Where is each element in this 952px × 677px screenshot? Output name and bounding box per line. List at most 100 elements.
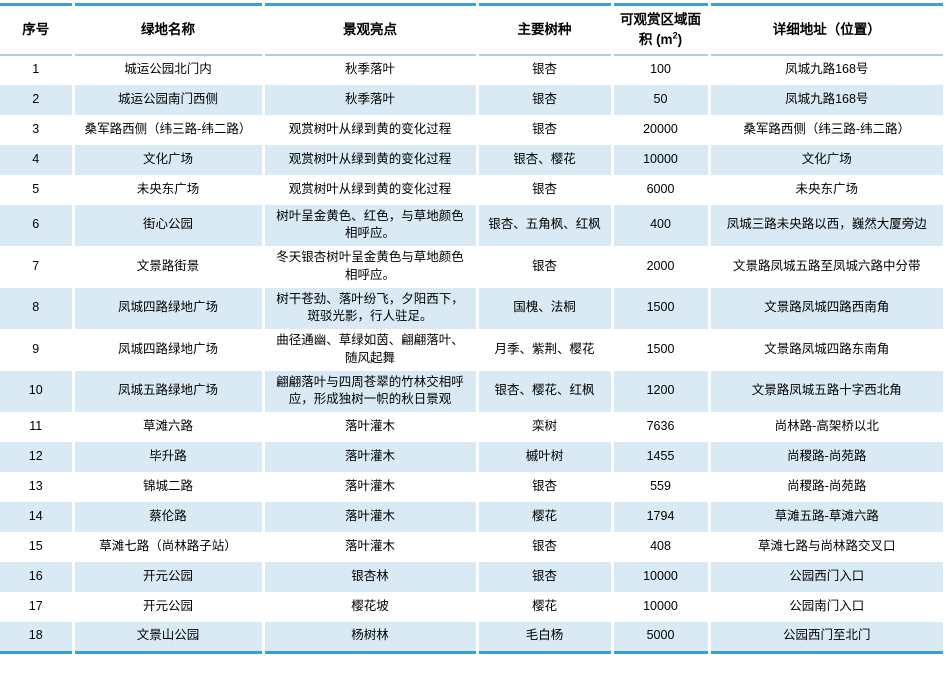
cell-viewable-area: 10000 xyxy=(610,144,709,175)
table-row: 7 文景路街景 冬天银杏树叶呈金黄色与草地颜色相呼应。 银杏 2000 文景路凤… xyxy=(0,246,943,288)
table-row: 12 毕升路 落叶灌木 槭叶树 1455 尚稷路-尚苑路 xyxy=(0,442,943,472)
cell-viewable-area: 1500 xyxy=(610,287,709,329)
cell-landscape-highlight: 落叶灌木 xyxy=(261,502,477,532)
cell-landscape-highlight: 落叶灌木 xyxy=(261,442,477,472)
cell-viewable-area: 408 xyxy=(610,532,709,562)
cell-detailed-address: 凤城三路未央路以西，巍然大厦旁边 xyxy=(707,204,943,246)
cell-landscape-highlight: 秋季落叶 xyxy=(261,84,477,115)
cell-detailed-address: 文景路凤城五路十字西北角 xyxy=(707,370,943,412)
table-row: 9 凤城四路绿地广场 曲径通幽、草绿如茵、翩翩落叶、随风起舞 月季、紫荆、樱花 … xyxy=(0,329,943,371)
cell-green-space-name: 文化广场 xyxy=(71,144,263,175)
area-unit-suffix: ) xyxy=(677,31,683,47)
cell-landscape-highlight: 落叶灌木 xyxy=(261,532,477,562)
cell-green-space-name: 开元公园 xyxy=(71,592,263,622)
cell-index: 15 xyxy=(28,539,43,554)
cell-index: 4 xyxy=(32,151,40,166)
cell-green-space-name: 桑军路西侧（纬三路-纬二路） xyxy=(71,114,263,145)
cell-main-species: 银杏 xyxy=(475,562,612,592)
table-row: 17 开元公园 樱花坡 樱花 10000 公园南门入口 xyxy=(0,592,943,622)
cell-main-species: 樱花 xyxy=(475,592,612,622)
cell-landscape-highlight: 观赏树叶从绿到黄的变化过程 xyxy=(261,144,477,175)
cell-landscape-highlight: 树干苍劲、落叶纷飞，夕阳西下，斑驳光影，行人驻足。 xyxy=(261,287,477,329)
table-row: 3 桑军路西侧（纬三路-纬二路） 观赏树叶从绿到黄的变化过程 银杏 20000 … xyxy=(0,114,943,145)
column-header-index: 序号 xyxy=(0,4,73,56)
table-row: 5 未央东广场 观赏树叶从绿到黄的变化过程 银杏 6000 未央东广场 xyxy=(0,174,943,205)
cell-green-space-name: 开元公园 xyxy=(71,562,263,592)
column-header-detailed-address: 详细地址（位置） xyxy=(707,4,943,56)
cell-index: 11 xyxy=(29,419,43,434)
cell-detailed-address: 尚稷路-尚苑路 xyxy=(707,472,943,502)
cell-viewable-area: 10000 xyxy=(610,562,709,592)
cell-green-space-name: 文景路街景 xyxy=(71,246,263,288)
cell-landscape-highlight: 杨树林 xyxy=(261,622,477,652)
cell-green-space-name: 城运公园北门内 xyxy=(71,54,263,85)
cell-viewable-area: 50 xyxy=(610,84,709,115)
cell-green-space-name: 凤城四路绿地广场 xyxy=(71,287,263,329)
cell-landscape-highlight: 曲径通幽、草绿如茵、翩翩落叶、随风起舞 xyxy=(261,329,477,371)
table-row: 14 蔡伦路 落叶灌木 樱花 1794 草滩五路-草滩六路 xyxy=(0,502,943,532)
cell-main-species: 银杏 xyxy=(475,174,612,205)
cell-detailed-address: 文景路凤城四路东南角 xyxy=(707,329,943,371)
cell-index: 1 xyxy=(32,62,40,77)
cell-detailed-address: 文景路凤城五路至凤城六路中分带 xyxy=(707,246,943,288)
cell-viewable-area: 7636 xyxy=(610,412,709,442)
cell-green-space-name: 城运公园南门西侧 xyxy=(71,84,263,115)
cell-green-space-name: 草滩六路 xyxy=(71,412,263,442)
cell-detailed-address: 公园南门入口 xyxy=(707,592,943,622)
cell-landscape-highlight: 樱花坡 xyxy=(261,592,477,622)
table-row: 11 草滩六路 落叶灌木 栾树 7636 尚林路-高架桥以北 xyxy=(0,412,943,442)
cell-viewable-area: 5000 xyxy=(610,622,709,652)
cell-detailed-address: 公园西门入口 xyxy=(707,562,943,592)
table-row: 4 文化广场 观赏树叶从绿到黄的变化过程 银杏、樱花 10000 文化广场 xyxy=(0,144,943,175)
cell-green-space-name: 草滩七路（尚林路子站） xyxy=(71,532,263,562)
table-row: 8 凤城四路绿地广场 树干苍劲、落叶纷飞，夕阳西下，斑驳光影，行人驻足。 国槐、… xyxy=(0,287,943,329)
cell-viewable-area: 100 xyxy=(610,54,709,85)
cell-main-species: 银杏、樱花 xyxy=(475,144,612,175)
cell-detailed-address: 公园西门至北门 xyxy=(707,622,943,652)
cell-landscape-highlight: 秋季落叶 xyxy=(261,54,477,85)
cell-main-species: 樱花 xyxy=(475,502,612,532)
cell-main-species: 银杏、樱花、红枫 xyxy=(475,370,612,412)
cell-viewable-area: 2000 xyxy=(610,246,709,288)
cell-main-species: 银杏 xyxy=(475,54,612,85)
cell-index: 13 xyxy=(28,479,43,494)
cell-detailed-address: 草滩七路与尚林路交叉口 xyxy=(707,532,943,562)
cell-viewable-area: 1500 xyxy=(610,329,709,371)
cell-main-species: 银杏 xyxy=(475,472,612,502)
cell-detailed-address: 文景路凤城四路西南角 xyxy=(707,287,943,329)
cell-index: 9 xyxy=(32,341,40,356)
autumn-foliage-table: 序号 绿地名称 景观亮点 主要树种 可观赏区域面积 (m2) 详细地址（位置） … xyxy=(0,3,943,654)
area-unit-superscript: 2 xyxy=(672,30,678,41)
cell-index: 6 xyxy=(32,217,40,232)
cell-viewable-area: 559 xyxy=(610,472,709,502)
column-header-green-space-name: 绿地名称 xyxy=(71,4,263,56)
cell-landscape-highlight: 冬天银杏树叶呈金黄色与草地颜色相呼应。 xyxy=(261,246,477,288)
cell-main-species: 槭叶树 xyxy=(475,442,612,472)
table-row: 10 凤城五路绿地广场 翩翩落叶与四周苍翠的竹林交相呼应，形成独树一帜的秋日景观… xyxy=(0,370,943,412)
cell-main-species: 银杏 xyxy=(475,532,612,562)
cell-index: 7 xyxy=(32,258,40,273)
cell-green-space-name: 锦城二路 xyxy=(71,472,263,502)
cell-viewable-area: 1200 xyxy=(610,370,709,412)
table-row: 2 城运公园南门西侧 秋季落叶 银杏 50 凤城九路168号 xyxy=(0,84,943,115)
cell-main-species: 栾树 xyxy=(475,412,612,442)
cell-index: 8 xyxy=(32,300,40,315)
cell-detailed-address: 未央东广场 xyxy=(707,174,943,205)
cell-landscape-highlight: 落叶灌木 xyxy=(261,472,477,502)
cell-main-species: 国槐、法桐 xyxy=(475,287,612,329)
cell-viewable-area: 10000 xyxy=(610,592,709,622)
cell-detailed-address: 草滩五路-草滩六路 xyxy=(707,502,943,532)
cell-detailed-address: 尚稷路-尚苑路 xyxy=(707,442,943,472)
cell-green-space-name: 未央东广场 xyxy=(71,174,263,205)
cell-landscape-highlight: 银杏林 xyxy=(261,562,477,592)
cell-index: 18 xyxy=(28,628,43,643)
cell-detailed-address: 文化广场 xyxy=(707,144,943,175)
column-header-main-species: 主要树种 xyxy=(475,4,612,56)
cell-detailed-address: 尚林路-高架桥以北 xyxy=(707,412,943,442)
table-body: 1 城运公园北门内 秋季落叶 银杏 100 凤城九路168号 2 城运公园南门西… xyxy=(0,54,943,652)
table-header: 序号 绿地名称 景观亮点 主要树种 可观赏区域面积 (m2) 详细地址（位置） xyxy=(0,4,943,56)
cell-landscape-highlight: 观赏树叶从绿到黄的变化过程 xyxy=(261,114,477,145)
column-header-viewable-area: 可观赏区域面积 (m2) xyxy=(610,4,709,56)
cell-green-space-name: 凤城五路绿地广场 xyxy=(71,370,263,412)
